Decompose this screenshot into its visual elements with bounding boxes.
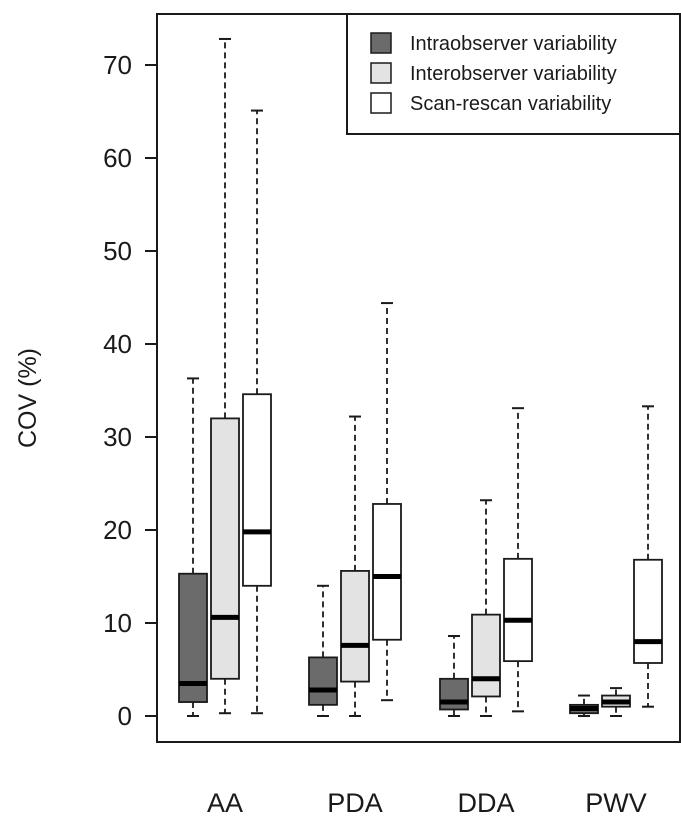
box-pwv-2 [601, 687, 631, 717]
y-tick-label: 20 [103, 515, 132, 545]
category-labels: AA PDA DDA PWV [207, 788, 647, 816]
category-label: DDA [457, 788, 514, 816]
box-rect [439, 677, 469, 711]
y-tick-label: 50 [103, 236, 132, 266]
legend-box [346, 13, 681, 135]
legend-swatch [370, 32, 392, 54]
boxes [178, 37, 663, 717]
box-rect [372, 503, 402, 641]
box-rect [503, 557, 533, 663]
box-rect [210, 417, 240, 680]
category-label: AA [207, 788, 243, 816]
legend-entry: Interobserver variability [410, 63, 617, 85]
legend: Intraobserver variability Interobserver v… [346, 13, 681, 135]
y-tick-label: 40 [103, 329, 132, 359]
box-rect [633, 558, 663, 664]
box-rect [471, 613, 501, 698]
category-label: PDA [327, 788, 383, 816]
y-tick-label: 0 [118, 701, 132, 731]
box-rect [340, 570, 370, 683]
box-pwv-3 [633, 405, 663, 708]
box-aa-2 [210, 37, 240, 715]
box-pwv-1 [569, 694, 599, 717]
category-label: PWV [585, 788, 647, 816]
y-tick-label: 30 [103, 422, 132, 452]
legend-swatch [370, 92, 392, 114]
box-pda-2 [340, 415, 370, 717]
box-dda-2 [471, 499, 501, 717]
box-dda-1 [439, 635, 469, 717]
legend-swatch [370, 62, 392, 84]
box-dda-3 [503, 407, 533, 713]
legend-entry: Intraobserver variability [410, 33, 617, 55]
box-pda-1 [308, 584, 338, 717]
y-tick-label: 10 [103, 608, 132, 638]
box-aa-3 [242, 109, 272, 715]
box-rect [308, 656, 338, 706]
box-rect [178, 572, 208, 703]
box-pda-3 [372, 302, 402, 702]
y-tick-label: 60 [103, 143, 132, 173]
box-rect [242, 393, 272, 587]
y-axis-title: COV (%) [14, 348, 42, 448]
legend-entry: Scan-rescan variability [410, 93, 611, 115]
box-aa-1 [178, 377, 208, 717]
y-tick-label: 70 [103, 50, 132, 80]
